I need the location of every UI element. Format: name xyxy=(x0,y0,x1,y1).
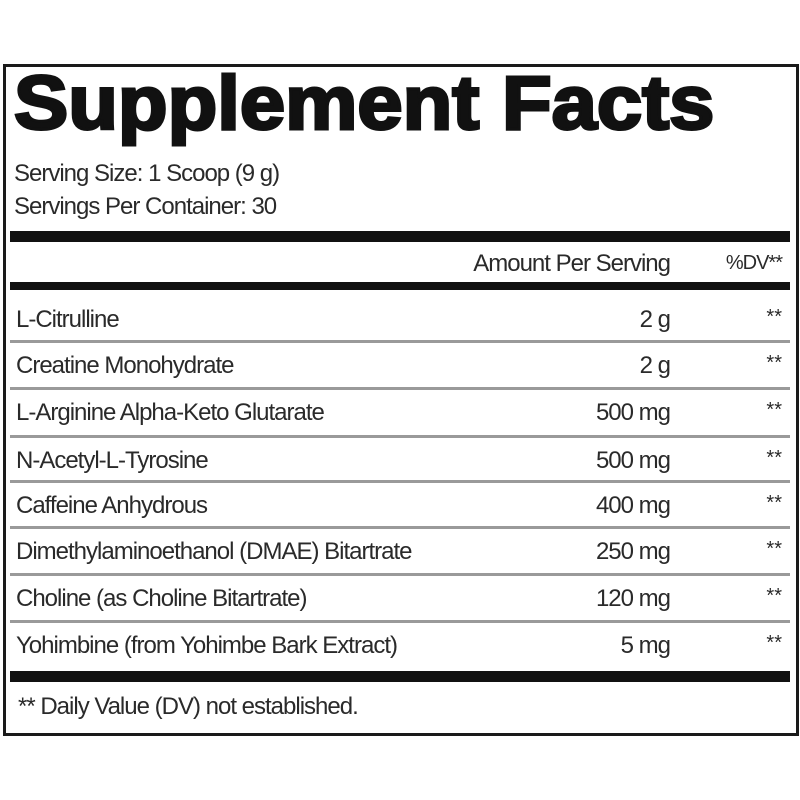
ingredient-amount: 500 mg xyxy=(595,399,671,426)
ingredient-dv: ** xyxy=(766,632,782,654)
ingredient-dv: ** xyxy=(766,538,782,560)
row-divider xyxy=(10,480,790,483)
row-divider xyxy=(10,526,790,529)
ingredient-amount: 250 mg xyxy=(595,538,671,565)
panel-title: Supplement Facts xyxy=(12,61,716,146)
ingredient-name: L-Citrulline xyxy=(16,306,120,333)
ingredient-amount: 5 mg xyxy=(620,632,671,659)
amount-per-serving-header: Amount Per Serving xyxy=(473,250,671,277)
ingredient-name: Dimethylaminoethanol (DMAE) Bitartrate xyxy=(16,538,412,565)
ingredient-amount: 400 mg xyxy=(595,492,671,519)
thick-divider xyxy=(10,231,790,242)
thick-divider xyxy=(10,671,790,682)
row-divider xyxy=(10,573,790,576)
ingredient-name: Creatine Monohydrate xyxy=(16,352,234,379)
row-divider xyxy=(10,387,790,390)
ingredient-amount: 500 mg xyxy=(595,447,671,474)
ingredient-dv: ** xyxy=(766,585,782,607)
ingredient-name: Caffeine Anhydrous xyxy=(16,492,208,519)
row-divider xyxy=(10,340,790,343)
ingredient-name: N-Acetyl-L-Tyrosine xyxy=(16,447,209,474)
ingredient-row: Creatine Monohydrate 2 g ** xyxy=(10,342,790,388)
supplement-facts-panel xyxy=(3,64,799,736)
ingredient-amount: 2 g xyxy=(639,352,671,379)
ingredient-name: L-Arginine Alpha-Keto Glutarate xyxy=(16,399,325,426)
footnote: ** Daily Value (DV) not established. xyxy=(18,693,359,720)
ingredient-row: L-Citrulline 2 g ** xyxy=(10,296,790,342)
ingredient-dv: ** xyxy=(766,352,782,374)
ingredient-row: Choline (as Choline Bitartrate) 120 mg ** xyxy=(10,575,790,621)
ingredient-row: N-Acetyl-L-Tyrosine 500 mg ** xyxy=(10,437,790,483)
ingredient-dv: ** xyxy=(766,399,782,421)
ingredient-dv: ** xyxy=(766,306,782,328)
ingredient-dv: ** xyxy=(766,447,782,469)
ingredient-name: Yohimbine (from Yohimbe Bark Extract) xyxy=(16,632,398,659)
ingredient-name: Choline (as Choline Bitartrate) xyxy=(16,585,307,612)
ingredient-row: Yohimbine (from Yohimbe Bark Extract) 5 m… xyxy=(10,622,790,668)
ingredient-row: Caffeine Anhydrous 400 mg ** xyxy=(10,482,790,528)
row-divider xyxy=(10,435,790,438)
thick-divider xyxy=(10,282,790,290)
ingredient-dv: ** xyxy=(766,492,782,514)
servings-per-container: Servings Per Container: 30 xyxy=(14,193,277,220)
ingredient-row: L-Arginine Alpha-Keto Glutarate 500 mg ** xyxy=(10,389,790,435)
ingredient-amount: 2 g xyxy=(639,306,671,333)
serving-size: Serving Size: 1 Scoop (9 g) xyxy=(14,160,280,187)
ingredient-row: Dimethylaminoethanol (DMAE) Bitartrate 25… xyxy=(10,528,790,574)
dv-header: %DV** xyxy=(725,252,783,274)
ingredient-amount: 120 mg xyxy=(595,585,671,612)
row-divider xyxy=(10,620,790,623)
